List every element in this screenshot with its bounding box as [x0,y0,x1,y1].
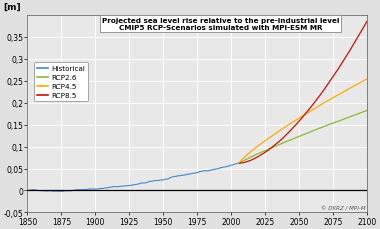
Text: Projected sea level rise relative to the pre-industrial level
CMIP5 RCP-Scenario: Projected sea level rise relative to the… [102,18,340,31]
Text: © DKRZ / MPI-M: © DKRZ / MPI-M [321,205,365,210]
Text: [m]: [m] [4,3,21,12]
Legend: Historical, RCP2.6, RCP4.5, RCP8.5: Historical, RCP2.6, RCP4.5, RCP8.5 [35,63,88,102]
